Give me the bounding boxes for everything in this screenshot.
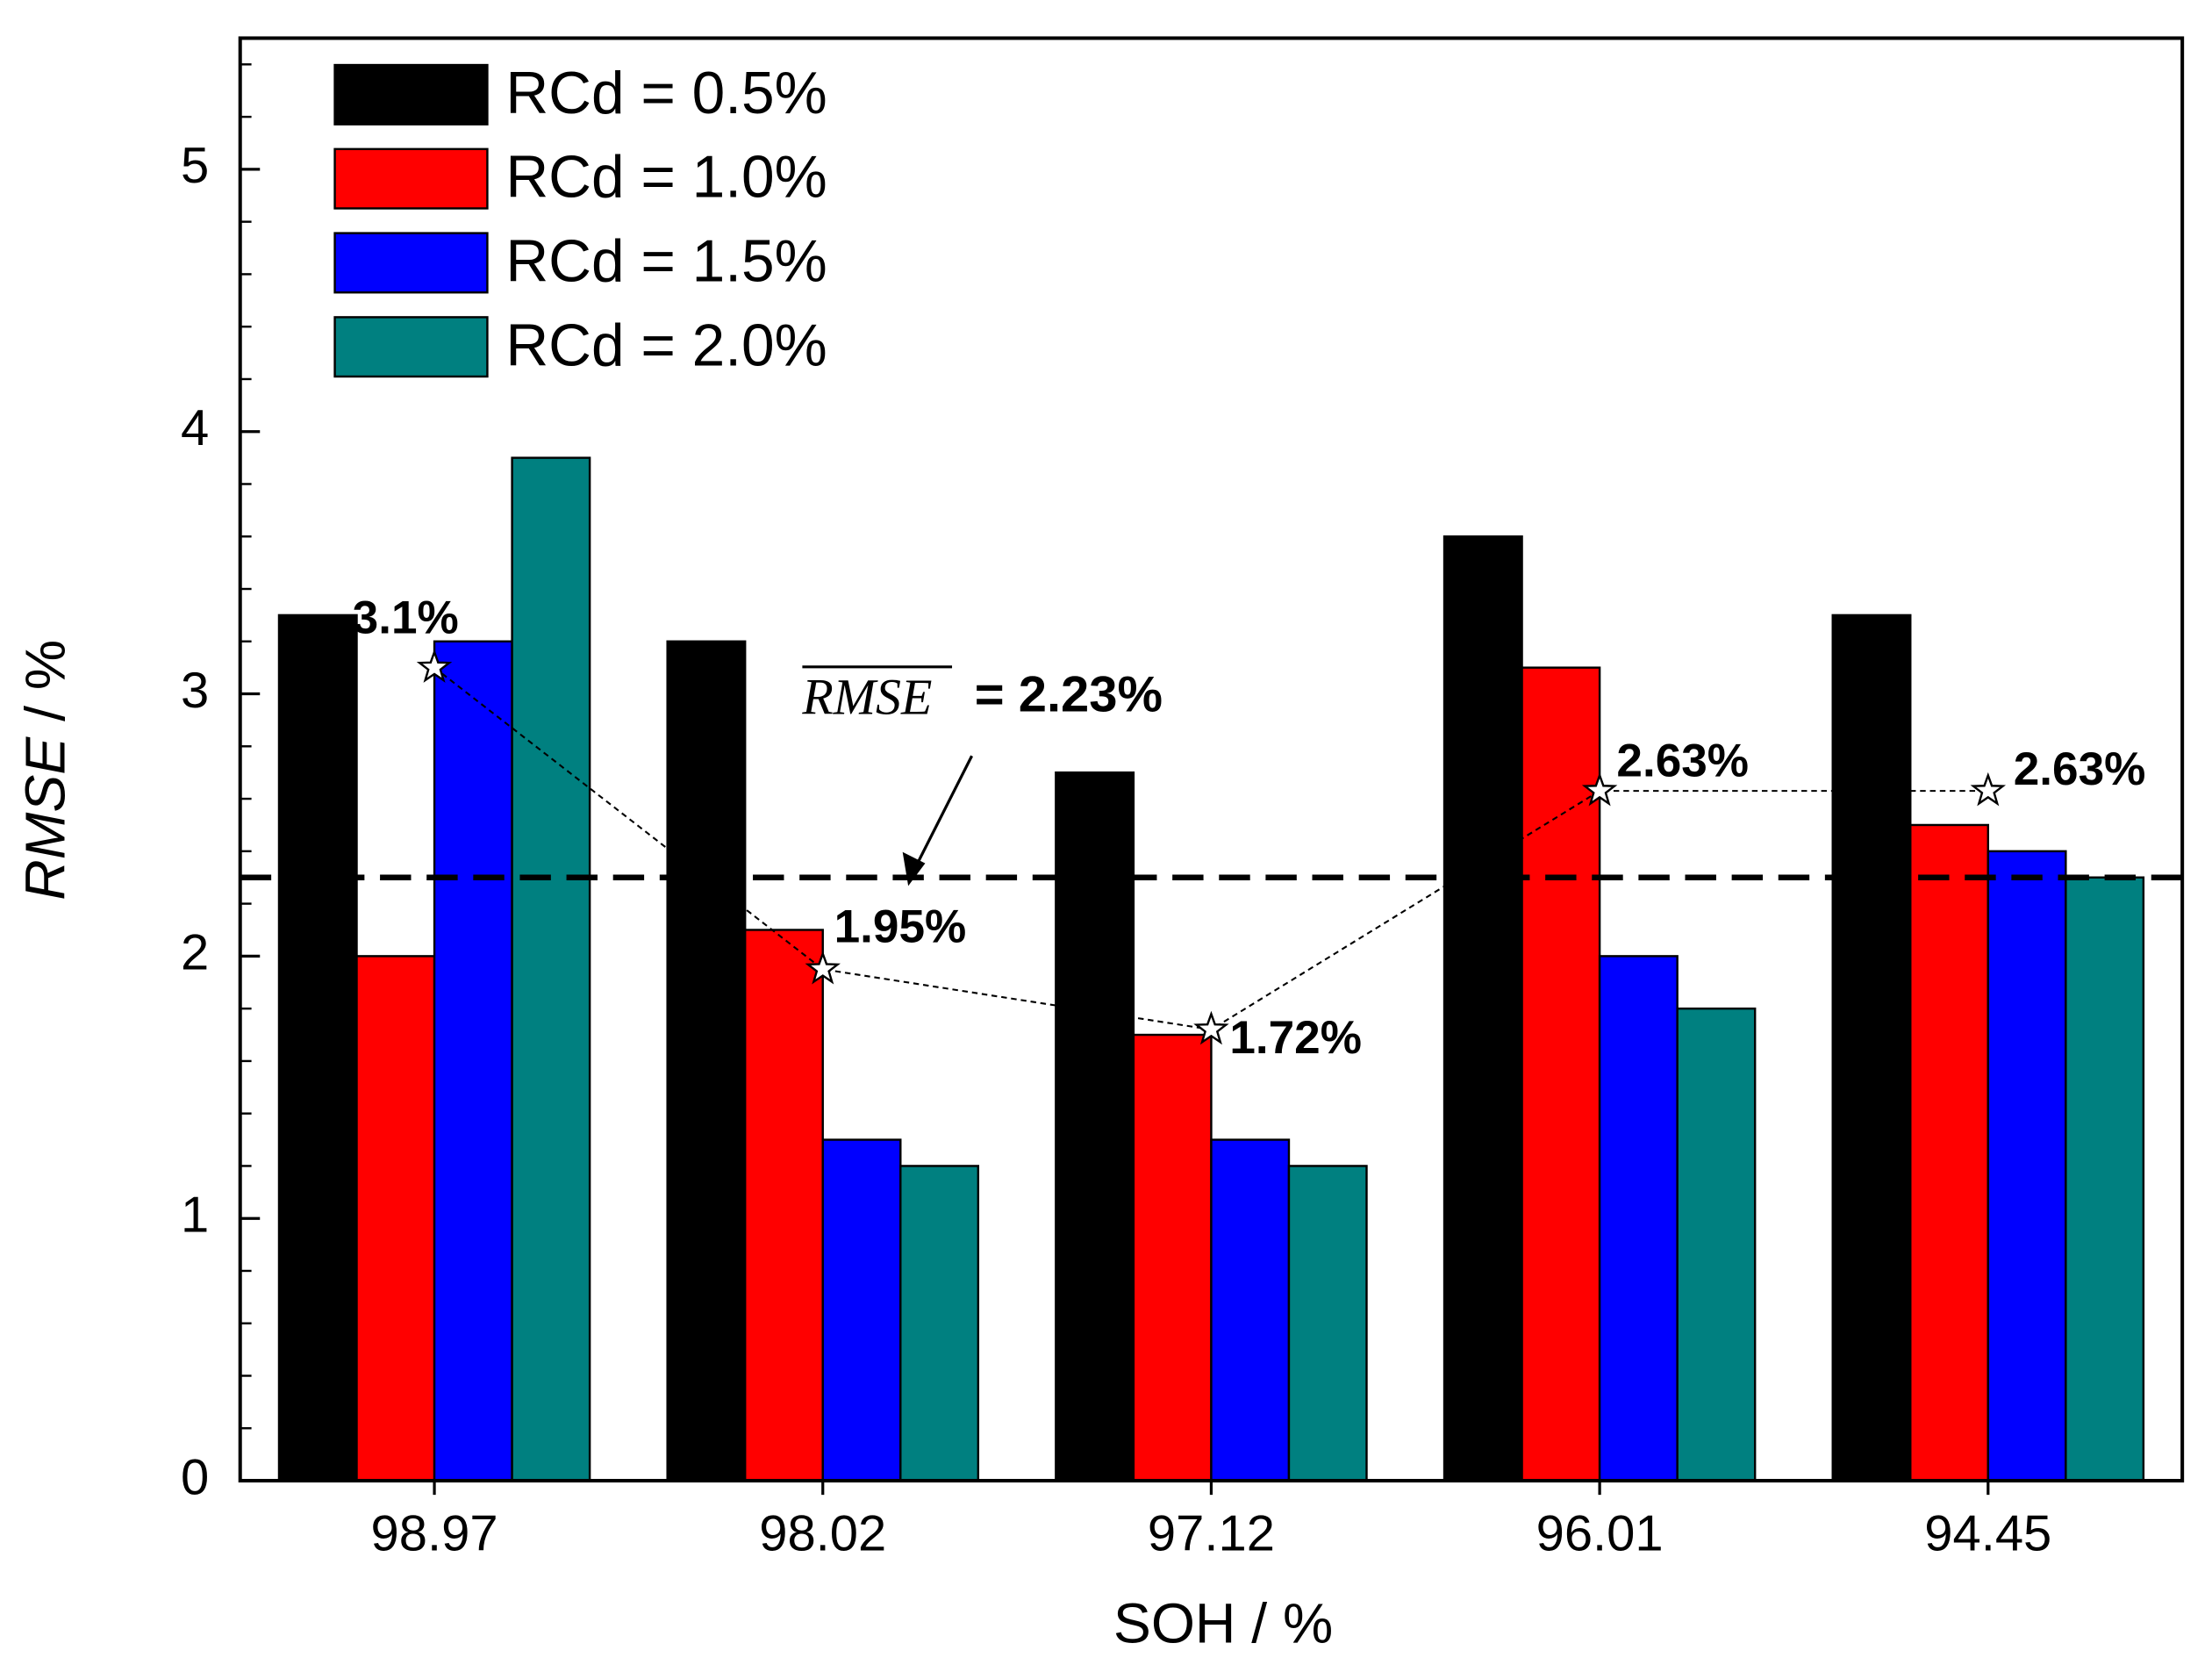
y-axis-title: RMSE / % bbox=[13, 640, 76, 901]
bar bbox=[1831, 614, 1912, 1482]
mean-label: = 2.23% bbox=[975, 667, 1163, 723]
y-tick-label: 4 bbox=[181, 400, 209, 456]
x-axis-title: SOH / % bbox=[1113, 1591, 1333, 1654]
x-tick-label: 97.12 bbox=[1148, 1506, 1275, 1562]
y-tick-label: 5 bbox=[181, 138, 209, 194]
bar bbox=[666, 640, 747, 1482]
x-tick-label: 98.97 bbox=[371, 1506, 498, 1562]
bar bbox=[743, 929, 824, 1482]
bar bbox=[1210, 1138, 1291, 1482]
bar bbox=[1598, 955, 1679, 1482]
star-label: 1.95% bbox=[834, 901, 967, 952]
bar bbox=[1909, 823, 1990, 1482]
bar bbox=[433, 640, 513, 1482]
bar bbox=[1132, 1033, 1213, 1482]
star-marker bbox=[1970, 771, 2007, 807]
star-marker bbox=[1581, 771, 1618, 807]
bar bbox=[821, 1138, 902, 1482]
legend-swatch bbox=[333, 316, 489, 378]
legend-label: RCd = 1.0% bbox=[505, 145, 827, 211]
legend-label: RCd = 1.5% bbox=[505, 228, 827, 294]
bar bbox=[899, 1165, 980, 1482]
y-axis-unit: / % bbox=[13, 640, 76, 737]
x-tick-label: 94.45 bbox=[1924, 1506, 2051, 1562]
star-label: 2.63% bbox=[1616, 736, 1749, 787]
star-label: 3.1% bbox=[353, 592, 459, 644]
x-tick-label: 96.01 bbox=[1536, 1506, 1664, 1562]
legend-swatch bbox=[333, 63, 489, 126]
bar bbox=[277, 614, 358, 1482]
bar bbox=[2065, 876, 2145, 1482]
bar bbox=[1987, 850, 2067, 1482]
y-tick-label: 3 bbox=[181, 663, 209, 719]
bar bbox=[1521, 666, 1601, 1482]
bar bbox=[1055, 771, 1135, 1482]
bar bbox=[511, 456, 591, 1482]
star-marker bbox=[805, 951, 841, 985]
legend-label: RCd = 0.5% bbox=[505, 61, 827, 126]
y-tick-label: 2 bbox=[181, 925, 209, 981]
star-label: 2.63% bbox=[2014, 743, 2146, 795]
star-label: 1.72% bbox=[1229, 1012, 1362, 1064]
arrow-shaft bbox=[911, 755, 974, 874]
y-axis-symbol: RMSE bbox=[13, 736, 76, 901]
y-tick-label: 1 bbox=[181, 1188, 209, 1244]
star-marker bbox=[416, 649, 453, 683]
bar bbox=[1676, 1007, 1757, 1482]
x-tick-label: 98.02 bbox=[759, 1506, 886, 1562]
legend-swatch bbox=[333, 147, 489, 210]
star-marker bbox=[1193, 1010, 1229, 1045]
y-tick-label: 0 bbox=[181, 1449, 209, 1505]
legend-label: RCd = 2.0% bbox=[505, 312, 827, 378]
mean-symbol: RMSE bbox=[801, 668, 932, 725]
legend-swatch bbox=[333, 232, 489, 294]
arrow-head bbox=[902, 851, 926, 886]
bar bbox=[1287, 1165, 1368, 1482]
bar bbox=[1442, 535, 1523, 1482]
bar bbox=[355, 955, 436, 1482]
